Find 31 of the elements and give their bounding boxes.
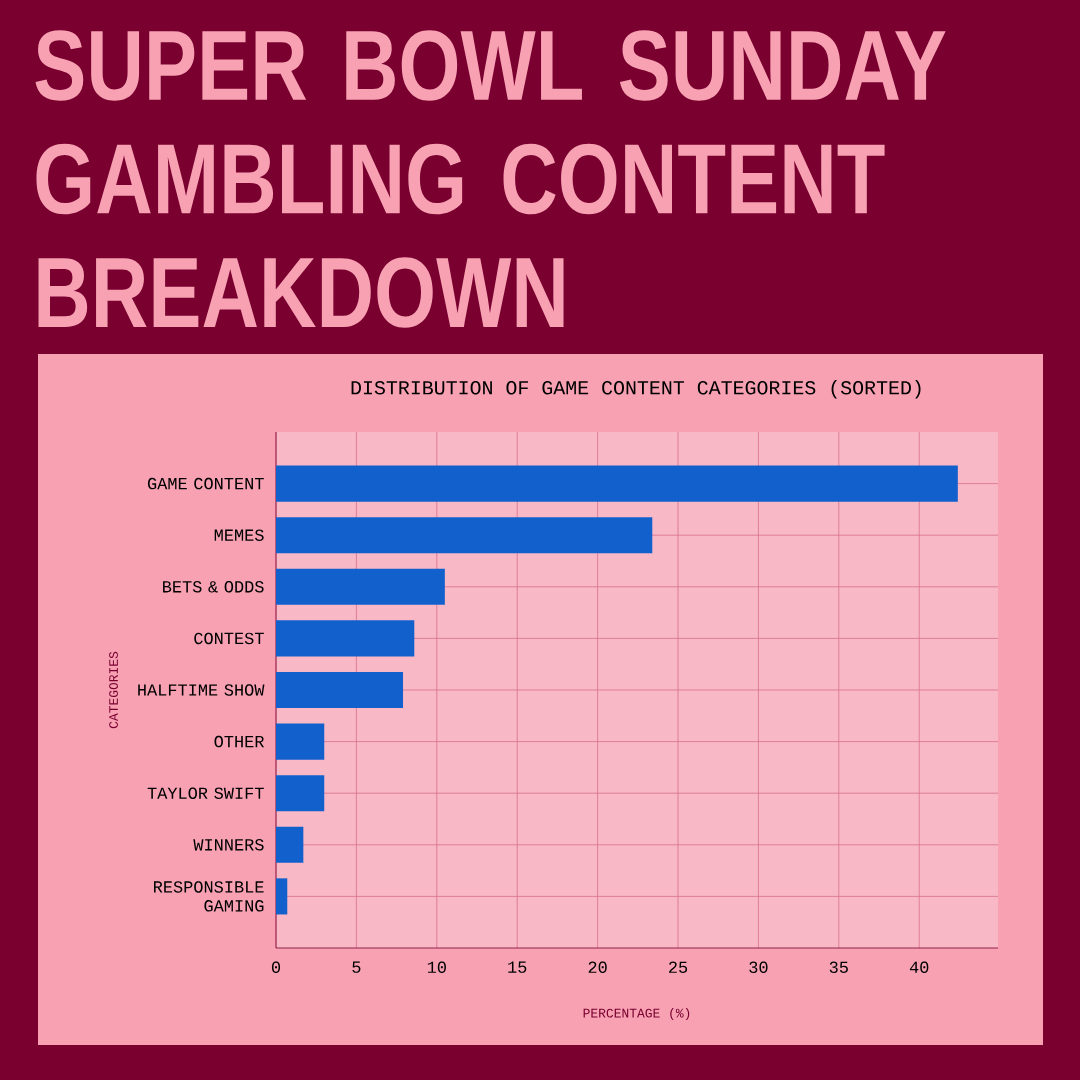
x-tick-label: 15 xyxy=(508,961,527,973)
x-tick-label: 20 xyxy=(588,961,607,974)
y-tick-label: CONTEST xyxy=(194,632,264,645)
y-tick-label: OTHER xyxy=(214,735,265,748)
y-tick-label: TAYLOR SWIFT xyxy=(147,787,264,799)
bar xyxy=(276,568,445,605)
x-tick-label: 40 xyxy=(909,961,929,974)
y-tick-label: RESPONSIBLE GAMING xyxy=(154,881,264,912)
chart-subtitle: DISTRIBUTION OF GAME CONTENT CATEGORIES (SORTED) xyxy=(351,379,921,399)
chart-title: SUPER BOWL SUNDAY GAMBLING CONTENT BREAKDOWN xyxy=(35,30,946,328)
bar xyxy=(276,723,325,760)
y-tick-label: GAME CONTENT xyxy=(147,477,264,490)
x-tick-label: 0 xyxy=(271,961,281,974)
x-tick-label: 5 xyxy=(352,961,361,973)
bar xyxy=(276,671,404,709)
x-tick-label: 25 xyxy=(669,961,688,974)
x-tick-label: 35 xyxy=(829,961,848,974)
bar xyxy=(276,775,325,812)
x-tick-label: 30 xyxy=(749,961,768,974)
bar xyxy=(276,826,304,863)
x-axis-title: PERCENTAGE (%) xyxy=(583,1008,690,1021)
bar xyxy=(276,465,958,502)
bar xyxy=(276,517,653,554)
bar xyxy=(276,878,288,915)
bar xyxy=(276,620,415,657)
y-tick-label: MEMES xyxy=(214,529,264,541)
x-tick-label: 10 xyxy=(427,961,446,974)
y-tick-label: HALFTIME SHOW xyxy=(138,684,265,696)
y-tick-label: WINNERS xyxy=(193,839,264,851)
y-axis-title: CATEGORIES xyxy=(109,651,118,729)
y-tick-label: BETS & ODDS xyxy=(163,581,264,593)
